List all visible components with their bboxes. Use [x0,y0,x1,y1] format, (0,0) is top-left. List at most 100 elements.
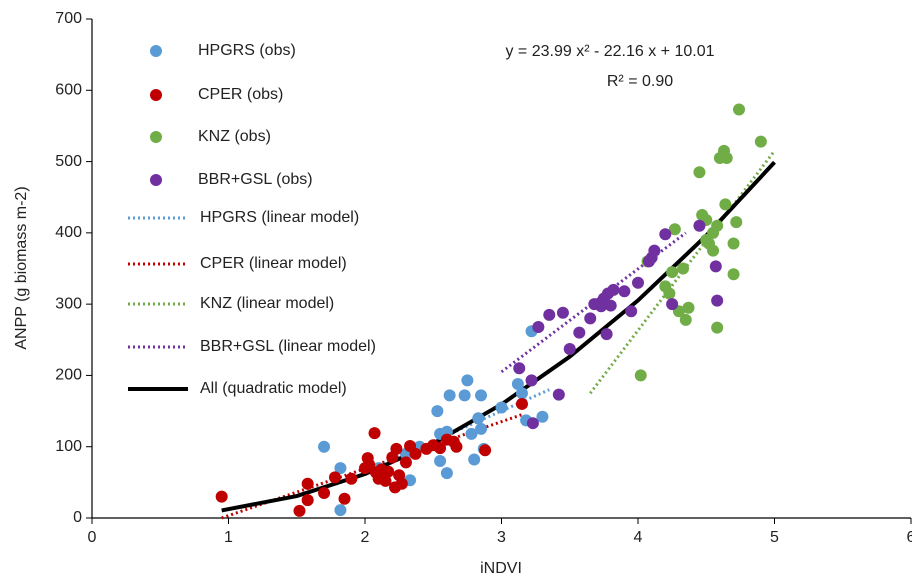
data-point [607,283,620,296]
model-line-dotted [589,149,776,395]
x-tick-label: 6 [907,529,912,546]
data-point [584,312,597,325]
data-point [443,389,456,402]
data-point [511,377,524,390]
data-point [563,343,576,356]
legend-label: All (quadratic model) [200,380,347,397]
legend-label: BBR+GSL (linear model) [200,338,376,355]
data-point [472,412,485,425]
data-point [382,465,395,478]
legend-marker [150,174,162,186]
data-point [386,451,399,464]
x-axis-label: iNDVI [480,560,522,577]
data-point [301,477,314,490]
data-point [334,462,347,475]
data-point [532,320,545,333]
data-point [440,467,453,480]
data-point [573,326,586,339]
data-point [526,417,539,430]
data-point [711,219,724,232]
y-tick-label: 500 [55,153,82,170]
data-point [318,487,331,500]
x-tick-label: 3 [497,529,506,546]
data-point [495,401,508,414]
data-point [338,492,351,505]
data-point [328,471,341,484]
data-point [719,198,732,211]
legend-label: KNZ (linear model) [200,295,334,312]
data-point [465,427,478,440]
data-point [461,374,474,387]
data-point [395,477,408,490]
data-point [409,447,422,460]
data-point [458,389,471,402]
legend-marker [150,89,162,101]
data-point [434,454,447,467]
data-point [399,456,412,469]
data-point [434,442,447,455]
y-tick-label: 700 [55,10,82,27]
y-tick-label: 400 [55,224,82,241]
data-point [733,103,746,116]
legend-label: CPER (linear model) [200,255,347,272]
x-tick-label: 2 [361,529,370,546]
data-point [727,268,740,281]
data-point [293,504,306,517]
data-point [659,228,672,241]
data-point [515,397,528,410]
data-point [359,462,371,475]
y-tick-label: 200 [55,367,82,384]
y-tick-label: 600 [55,82,82,99]
data-point [730,216,743,229]
data-point [663,287,676,300]
data-point [648,244,661,257]
x-tick-label: 1 [224,529,233,546]
data-point [677,262,690,275]
data-point [634,369,647,382]
data-point [682,301,695,314]
data-point [679,313,692,326]
data-point [632,276,644,289]
legend-label: HPGRS (linear model) [200,209,359,226]
legend-marker [150,45,162,57]
data-point [618,285,631,298]
data-point [711,294,724,307]
y-tick-label: 100 [55,438,82,455]
data-point [720,152,733,165]
y-axis-label: ANPP (g biomass m-2) [13,186,30,349]
data-point [475,422,488,435]
data-point [625,305,638,318]
data-point [727,237,740,250]
data-point [693,219,706,232]
data-point [450,440,463,453]
data-point [693,166,706,179]
data-point [604,299,617,312]
x-tick-label: 5 [770,529,779,546]
data-point [301,494,314,507]
data-point [707,244,720,257]
legend-label: KNZ (obs) [198,128,271,145]
equation: y = 23.99 x² - 22.16 x + 10.01 [505,43,714,60]
data-point [475,389,488,402]
data-point [334,504,347,517]
legend-marker [150,131,162,143]
data-point [536,410,549,423]
data-point [513,362,526,375]
data-point [600,328,613,341]
legend-label: CPER (obs) [198,86,283,103]
x-tick-label: 4 [634,529,643,546]
data-point [215,490,228,503]
data-point [556,306,569,319]
legend-label: HPGRS (obs) [198,42,296,59]
r-squared: R² = 0.90 [607,73,673,90]
data-point [368,427,381,440]
data-point [379,474,392,487]
data-point [543,308,556,321]
x-tick-label: 0 [88,529,97,546]
data-point [754,135,767,148]
data-point [711,321,724,334]
data-point [666,298,679,311]
legend-label: BBR+GSL (obs) [198,171,313,188]
data-point [668,223,681,236]
